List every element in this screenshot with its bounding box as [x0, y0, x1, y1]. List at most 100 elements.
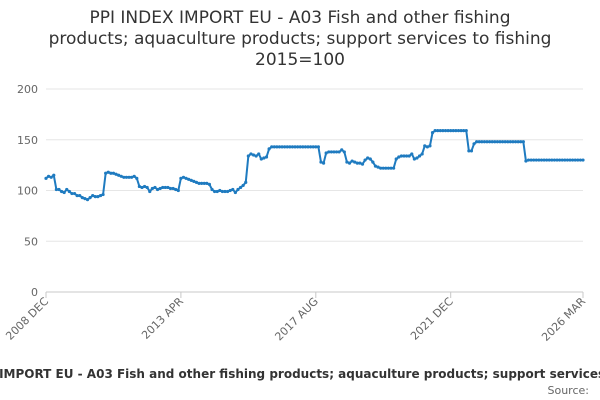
- data-point: [508, 140, 512, 144]
- data-point: [236, 187, 240, 192]
- data-point: [485, 140, 489, 144]
- data-point: [241, 183, 245, 188]
- data-point: [446, 129, 450, 133]
- chart-title: PPI INDEX IMPORT EU - A03 Fish and other…: [49, 8, 552, 70]
- data-point: [207, 182, 212, 187]
- data-point: [213, 189, 217, 194]
- data-point: [316, 145, 320, 149]
- data-point: [563, 158, 567, 162]
- data-point: [516, 140, 520, 144]
- data-point: [290, 145, 295, 149]
- data-point: [381, 166, 385, 170]
- legend-label: PPI INDEX IMPORT EU - A03 Fish and other…: [0, 367, 600, 381]
- data-point: [355, 161, 359, 165]
- data-point: [197, 181, 201, 185]
- data-point: [187, 177, 191, 181]
- data-point: [482, 140, 487, 144]
- data-point: [384, 166, 388, 170]
- data-point: [228, 188, 232, 193]
- data-point: [571, 158, 575, 162]
- data-point: [96, 194, 100, 199]
- data-point: [251, 153, 256, 157]
- data-point: [550, 158, 554, 162]
- data-point: [225, 189, 230, 194]
- data-point: [161, 185, 165, 190]
- data-point: [200, 181, 204, 185]
- data-point: [340, 148, 344, 152]
- data-point: [397, 155, 401, 159]
- data-point: [565, 158, 570, 162]
- data-point: [353, 160, 357, 164]
- data-point: [119, 174, 123, 178]
- data-point: [101, 192, 105, 197]
- data-point: [142, 184, 147, 189]
- data-point: [171, 186, 175, 191]
- data-point: [399, 154, 404, 158]
- data-point: [277, 145, 282, 149]
- data-point: [215, 189, 219, 194]
- data-point: [124, 175, 129, 179]
- data-point: [524, 159, 528, 163]
- data-point: [451, 129, 455, 133]
- data-point: [456, 129, 461, 133]
- data-point: [130, 175, 134, 179]
- data-point: [358, 161, 362, 165]
- data-point: [420, 152, 424, 156]
- data-point: [423, 144, 427, 148]
- data-point: [436, 129, 440, 133]
- data-point: [360, 162, 365, 166]
- data-point: [319, 160, 323, 164]
- data-point: [246, 154, 250, 158]
- y-axis-ticks: 0 50 100 150 200: [17, 83, 38, 299]
- data-point: [293, 145, 297, 149]
- chart-title-line-1: PPI INDEX IMPORT EU - A03 Fish and other…: [89, 8, 510, 28]
- data-point: [52, 173, 56, 177]
- data-point: [109, 171, 113, 175]
- grid: [46, 88, 583, 242]
- axes: [45, 291, 584, 298]
- data-point: [44, 176, 48, 180]
- data-point: [552, 158, 557, 162]
- data-point: [280, 145, 284, 149]
- legend: PPI INDEX IMPORT EU - A03 Fish and other…: [0, 367, 600, 381]
- data-point: [231, 187, 235, 192]
- data-point: [475, 140, 479, 144]
- data-point: [148, 189, 152, 194]
- data-point: [314, 145, 318, 149]
- data-point: [410, 152, 414, 156]
- data-point: [519, 140, 523, 144]
- data-point: [511, 140, 515, 144]
- y-tick-label: 150: [17, 134, 38, 147]
- data-point: [59, 189, 64, 194]
- data-point: [137, 184, 141, 189]
- data-point: [98, 193, 103, 198]
- data-point: [127, 175, 131, 179]
- y-tick-label: 200: [17, 83, 38, 96]
- data-point: [67, 189, 71, 194]
- data-point: [298, 145, 302, 149]
- data-point: [303, 145, 308, 149]
- x-tick-label: 2013 APR: [139, 295, 186, 342]
- data-point: [438, 129, 442, 133]
- data-point: [490, 140, 494, 144]
- data-point: [495, 140, 499, 144]
- chart-title-line-3: 2015=100: [255, 50, 345, 70]
- chart-title-line-2: products; aquaculture products; support …: [49, 29, 552, 49]
- data-point: [153, 185, 157, 190]
- data-point: [88, 196, 92, 200]
- data-point: [513, 140, 518, 144]
- data-point: [342, 150, 346, 154]
- data-point: [46, 174, 51, 178]
- data-point: [301, 145, 305, 149]
- data-point: [555, 158, 559, 162]
- data-point: [324, 151, 328, 155]
- data-point: [145, 185, 149, 190]
- data-point: [503, 140, 507, 144]
- data-point: [202, 181, 206, 185]
- data-point: [498, 140, 502, 144]
- data-point: [407, 154, 411, 158]
- data-point: [111, 171, 116, 175]
- data-point: [467, 149, 471, 153]
- data-point: [480, 140, 484, 144]
